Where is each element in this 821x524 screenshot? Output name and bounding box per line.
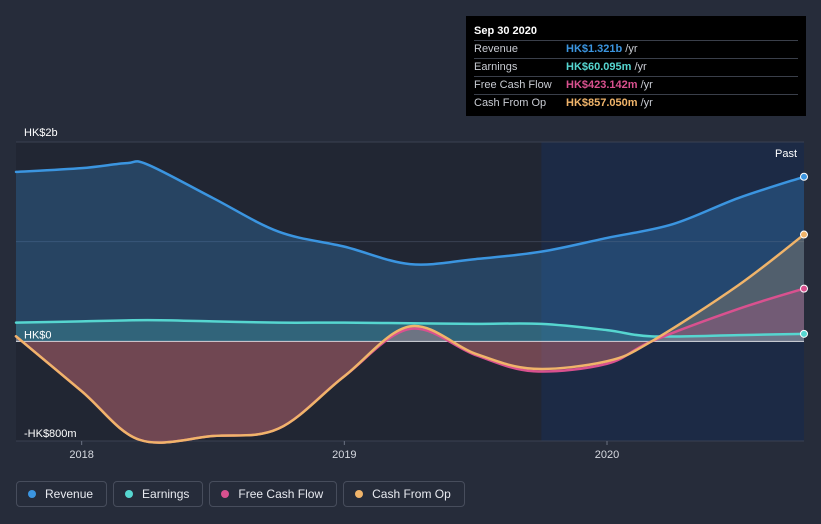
tooltip-value: HK$60.095m [566,61,632,73]
tooltip-unit: /yr [634,61,647,73]
cash-from-op-end-point[interactable] [800,230,808,239]
revenue-line [14,160,806,266]
legend-label: Earnings [142,487,190,501]
tooltip-row-cash-from-op: Cash From Op HK$857.050m /yr [474,94,798,112]
tooltip-name: Earnings [474,61,518,73]
legend-label: Free Cash Flow [238,487,324,501]
legend-item-cash-from-op[interactable]: Cash From Op [343,481,465,507]
legend-item-free-cash-flow[interactable]: Free Cash Flow [209,481,338,507]
tooltip-unit: /yr [640,97,653,109]
tooltip-name: Free Cash Flow [474,79,552,91]
legend-item-revenue[interactable]: Revenue [16,481,108,507]
tooltip-value: HK$857.050m [566,97,638,109]
earnings-end-point[interactable] [800,329,808,338]
y-tick-label: HK$0 [24,329,52,341]
revenue-end-point[interactable] [800,172,808,181]
tooltip-value: HK$1.321b [566,43,623,55]
tooltip-unit: /yr [625,43,638,55]
x-tick-label: 2020 [595,449,619,461]
earnings-area [16,320,804,342]
legend: Revenue Earnings Free Cash Flow Cash Fro… [16,481,465,507]
x-tick-label: 2019 [332,449,356,461]
x-tick-label: 2018 [69,449,93,461]
tooltip-name: Revenue [474,43,519,55]
revenue-area [16,161,804,342]
legend-label: Revenue [45,487,94,501]
cash-from-op-area [16,234,804,443]
tooltip: Sep 30 2020 Revenue HK$1.321b /yr Earnin… [466,16,806,116]
free-cash-flow-dot-icon [221,490,230,498]
cash-from-op-dot-icon [355,490,364,498]
y-tick-label: -HK$800m [24,428,77,440]
past-label: Past [775,148,797,160]
earnings-dot-icon [125,490,134,498]
earnings-line [14,318,806,338]
tooltip-unit: /yr [640,79,653,91]
y-tick-label: HK$2b [24,127,58,139]
tooltip-value: HK$423.142m [566,79,638,91]
tooltip-row-earnings: Earnings HK$60.095m /yr [474,58,798,76]
tooltip-title: Sep 30 2020 [474,25,537,37]
free-cash-flow-area [16,288,804,443]
cash-from-op-line [14,233,806,444]
history-region-shade [16,142,542,441]
free-cash-flow-end-point[interactable] [800,284,808,293]
tooltip-name: Cash From Op [474,97,547,109]
legend-item-earnings[interactable]: Earnings [113,481,204,507]
revenue-dot-icon [28,490,36,498]
tooltip-row-free-cash-flow: Free Cash Flow HK$423.142m /yr [474,76,798,94]
tooltip-row-revenue: Revenue HK$1.321b /yr [474,40,798,58]
legend-label: Cash From Op [372,487,451,501]
